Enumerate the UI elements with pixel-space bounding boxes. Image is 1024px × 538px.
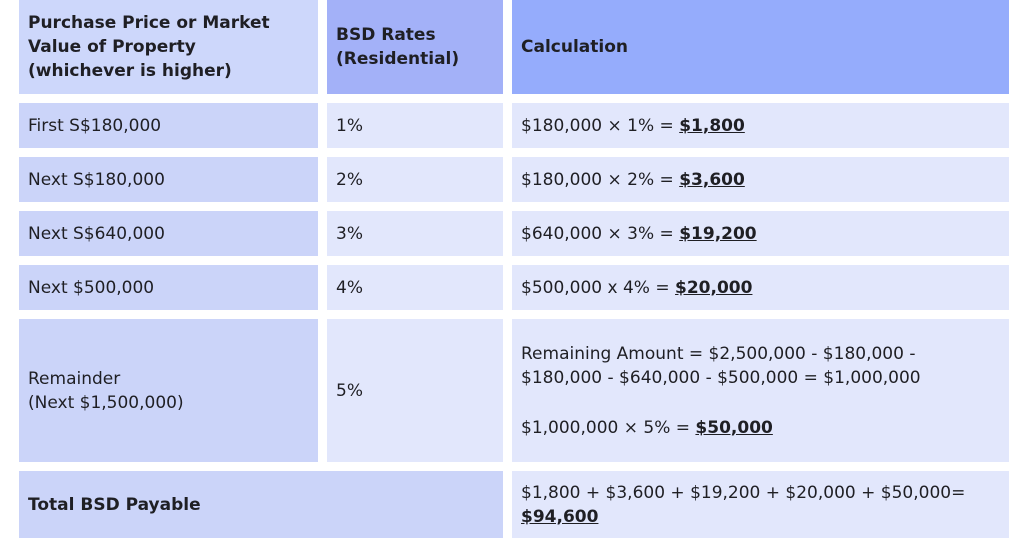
row-4-rate-text: 4% xyxy=(336,277,363,298)
header-bsd-rates: BSD Rates (Residential) xyxy=(327,0,503,94)
total-calc-formula: $1,800 + $3,600 + $19,200 + $20,000 + $5… xyxy=(521,482,966,503)
row-2-calculation: $180,000 × 2% = $3,600 xyxy=(512,157,1009,202)
row-4-calculation: $500,000 x 4% = $20,000 xyxy=(512,265,1009,310)
row-4-tier-text: Next $500,000 xyxy=(28,277,155,298)
row-2-calc-formula: $180,000 × 2% = xyxy=(521,169,680,190)
header-bsd-rates-label: BSD Rates (Residential) xyxy=(336,25,460,69)
row-1-calc-result: $1,800 xyxy=(679,115,745,136)
row-remainder-tier: Remainder (Next $1,500,000) xyxy=(19,319,318,462)
remainder-tier-line-2: (Next $1,500,000) xyxy=(28,392,184,413)
total-label: Total BSD Payable xyxy=(28,494,201,515)
total-label-cell: Total BSD Payable xyxy=(19,471,503,538)
remainder-calc-formula: $1,000,000 × 5% = xyxy=(521,417,696,438)
row-1-rate-text: 1% xyxy=(336,115,363,136)
row-3-tier-text: Next S$640,000 xyxy=(28,223,165,244)
row-2-rate-text: 2% xyxy=(336,169,363,190)
row-3-calculation: $640,000 × 3% = $19,200 xyxy=(512,211,1009,256)
row-3-rate-text: 3% xyxy=(336,223,363,244)
remainder-rate-text: 5% xyxy=(336,380,363,401)
total-calculation: $1,800 + $3,600 + $19,200 + $20,000 + $5… xyxy=(512,471,1009,538)
row-remainder-rate: 5% xyxy=(327,319,503,462)
row-2-calc-result: $3,600 xyxy=(679,169,745,190)
row-3-tier: Next S$640,000 xyxy=(19,211,318,256)
row-remainder-calculation: Remaining Amount = $2,500,000 - $180,000… xyxy=(512,319,1009,462)
row-3-calc-result: $19,200 xyxy=(679,223,757,244)
row-1-calc-formula: $180,000 × 1% = xyxy=(521,115,680,136)
remainder-calc-result: $50,000 xyxy=(695,417,773,438)
remainder-calc-line-2: $180,000 - $640,000 - $500,000 = $1,000,… xyxy=(521,367,921,388)
remainder-tier-line-1: Remainder xyxy=(28,368,121,389)
row-3-rate: 3% xyxy=(327,211,503,256)
row-4-rate: 4% xyxy=(327,265,503,310)
row-3-calc-formula: $640,000 × 3% = xyxy=(521,223,680,244)
header-purchase-price: Purchase Price or Market Value of Proper… xyxy=(19,0,318,94)
row-4-tier: Next $500,000 xyxy=(19,265,318,310)
header-calculation-label: Calculation xyxy=(521,37,628,57)
row-4-calc-formula: $500,000 x 4% = xyxy=(521,277,676,298)
row-4-calc-result: $20,000 xyxy=(675,277,753,298)
remainder-calc-line-1: Remaining Amount = $2,500,000 - $180,000… xyxy=(521,343,916,364)
row-2-rate: 2% xyxy=(327,157,503,202)
row-1-tier-text: First S$180,000 xyxy=(28,115,162,136)
row-1-tier: First S$180,000 xyxy=(19,103,318,148)
row-2-tier-text: Next S$180,000 xyxy=(28,169,165,190)
header-purchase-price-label: Purchase Price or Market Value of Proper… xyxy=(28,13,270,81)
row-2-tier: Next S$180,000 xyxy=(19,157,318,202)
row-1-rate: 1% xyxy=(327,103,503,148)
row-1-calculation: $180,000 × 1% = $1,800 xyxy=(512,103,1009,148)
total-calc-result: $94,600 xyxy=(521,506,599,527)
header-calculation: Calculation xyxy=(512,0,1009,94)
